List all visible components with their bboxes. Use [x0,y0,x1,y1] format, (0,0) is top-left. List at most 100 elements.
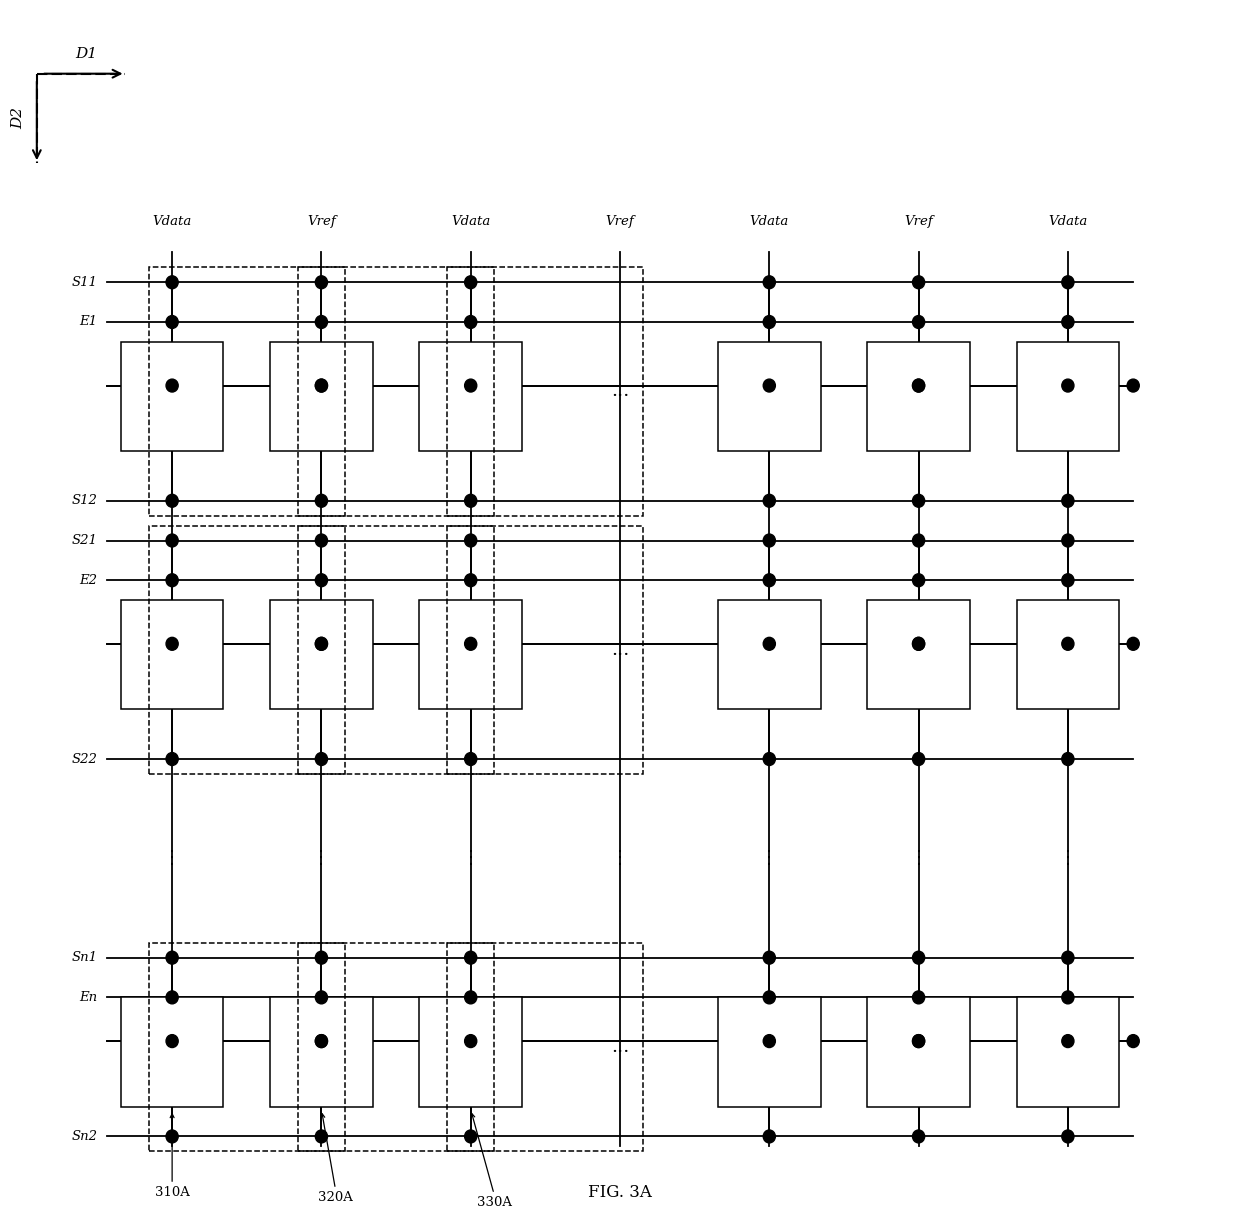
Circle shape [913,534,925,547]
Text: ⋮: ⋮ [1059,850,1076,867]
Bar [718,600,821,710]
Circle shape [913,1130,925,1143]
Text: E1: E1 [79,316,98,328]
Circle shape [913,951,925,964]
Circle shape [465,316,476,328]
Bar [419,998,522,1107]
Circle shape [764,316,775,328]
Text: 310A: 310A [155,1186,190,1199]
Text: FIG. 3A: FIG. 3A [588,1184,652,1200]
Bar [1017,600,1120,710]
Circle shape [166,316,179,328]
Bar [149,942,345,1151]
Circle shape [315,1034,327,1048]
Circle shape [1061,276,1074,289]
Bar [120,998,223,1107]
Text: Vref: Vref [605,215,635,228]
Circle shape [315,1034,327,1048]
Circle shape [1127,1034,1140,1048]
Text: ⋮: ⋮ [760,850,779,867]
Circle shape [1061,534,1074,547]
Circle shape [166,753,179,765]
Bar [419,600,522,710]
Bar [867,600,970,710]
Circle shape [1061,573,1074,587]
Text: Vdata: Vdata [1048,215,1087,228]
Circle shape [465,494,476,507]
Circle shape [465,276,476,289]
Text: Vref: Vref [904,215,932,228]
Bar [419,342,522,451]
Circle shape [315,534,327,547]
Text: E2: E2 [79,573,98,587]
Circle shape [764,573,775,587]
Circle shape [315,951,327,964]
Circle shape [166,991,179,1004]
Circle shape [465,1130,476,1143]
Text: Sn2: Sn2 [72,1130,98,1143]
Circle shape [465,991,476,1004]
Bar [718,998,821,1107]
Circle shape [764,753,775,765]
Circle shape [315,276,327,289]
Bar [448,267,644,515]
Text: S22: S22 [72,753,98,765]
Circle shape [913,991,925,1004]
Circle shape [315,316,327,328]
Circle shape [913,573,925,587]
Circle shape [913,494,925,507]
Circle shape [465,1034,476,1048]
Bar [149,267,345,515]
Circle shape [315,1130,327,1143]
Circle shape [1061,991,1074,1004]
Circle shape [1061,379,1074,392]
Circle shape [764,1130,775,1143]
Text: ···: ··· [611,1043,629,1061]
Text: S11: S11 [72,276,98,289]
Bar [120,342,223,451]
Text: ⋮: ⋮ [611,850,629,867]
Bar [270,342,373,451]
Bar [298,942,494,1151]
Text: D1: D1 [74,47,97,60]
Bar [867,998,970,1107]
Circle shape [465,951,476,964]
Bar [448,525,644,774]
Circle shape [913,276,925,289]
Circle shape [166,276,179,289]
Circle shape [166,951,179,964]
Circle shape [913,637,925,651]
Circle shape [1061,494,1074,507]
Text: Sn1: Sn1 [72,951,98,964]
Circle shape [913,1034,925,1048]
Bar [718,342,821,451]
Circle shape [166,1034,179,1048]
Text: ···: ··· [611,387,629,406]
Circle shape [315,379,327,392]
Circle shape [1127,637,1140,651]
Bar [120,600,223,710]
Circle shape [1061,951,1074,964]
Circle shape [315,991,327,1004]
Circle shape [913,637,925,651]
Circle shape [764,494,775,507]
Text: S21: S21 [72,534,98,547]
Circle shape [764,991,775,1004]
Circle shape [465,637,476,651]
Text: ⋮: ⋮ [461,850,480,867]
Bar [270,998,373,1107]
Circle shape [913,379,925,392]
Text: Vdata: Vdata [153,215,192,228]
Circle shape [315,379,327,392]
Circle shape [1061,316,1074,328]
Text: Vdata: Vdata [750,215,789,228]
Circle shape [166,637,179,651]
Text: D2: D2 [11,107,26,129]
Circle shape [913,1034,925,1048]
Circle shape [1127,379,1140,392]
Bar [1017,342,1120,451]
Text: Vdata: Vdata [451,215,490,228]
Circle shape [315,494,327,507]
Bar [448,942,644,1151]
Bar [270,600,373,710]
